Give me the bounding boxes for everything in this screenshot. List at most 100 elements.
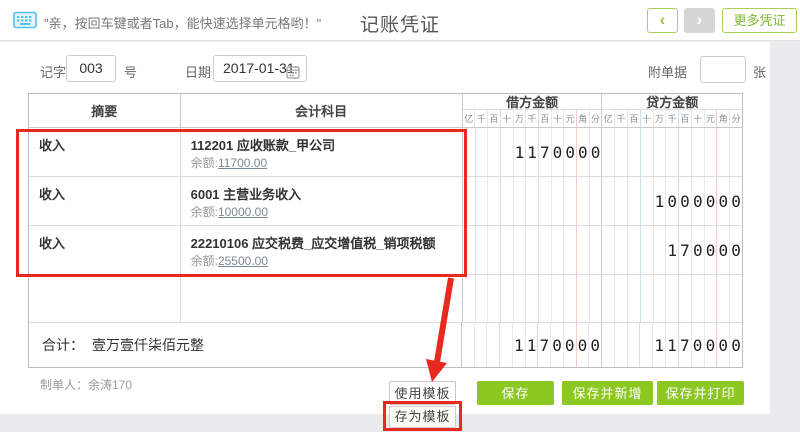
voucher-table: 摘要 会计科目 借方金额 亿千百十万千百十元角分 贷方金额 亿千百十万千百十元角… xyxy=(28,93,743,368)
next-voucher-button[interactable]: › xyxy=(684,8,715,33)
digit-cell xyxy=(730,275,742,322)
prev-voucher-button[interactable]: ‹ xyxy=(647,8,678,33)
digit-cell xyxy=(717,275,731,322)
amount-grid-credit-labels: 亿千百十万千百十元角分 xyxy=(602,110,742,127)
account-cell[interactable]: 6001 主营业务收入 余额:10000.00 xyxy=(181,177,463,225)
digit-cell xyxy=(628,226,641,274)
summary-cell[interactable]: 收入 xyxy=(29,128,181,176)
summary-cell[interactable] xyxy=(29,275,181,322)
digit-cell xyxy=(526,177,539,225)
digit-label: 亿 xyxy=(602,110,616,127)
save-and-new-button[interactable]: 保存并新增 xyxy=(562,381,653,405)
digit-cell xyxy=(615,275,628,322)
digit-cell xyxy=(602,177,616,225)
total-cell: 合计： 壹万壹仟柒佰元整 xyxy=(29,323,462,367)
digit-cell xyxy=(692,128,705,176)
digit-cell: 1 xyxy=(653,323,667,367)
use-template-button[interactable]: 使用模板 xyxy=(389,381,456,405)
digit-label: 千 xyxy=(615,110,628,127)
digit-cell: 0 xyxy=(692,226,705,274)
save-and-print-button[interactable]: 保存并打印 xyxy=(657,381,744,405)
digit-cell xyxy=(476,226,489,274)
digit-cell xyxy=(679,275,692,322)
digit-label: 十 xyxy=(501,110,514,127)
voucher-word-suffix-label: 号 xyxy=(124,65,138,80)
amount-grid-debit-row2[interactable] xyxy=(463,177,603,225)
digit-cell xyxy=(501,128,514,176)
balance-text: 余额:25500.00 xyxy=(190,254,269,268)
digit-label: 千 xyxy=(666,110,680,127)
summary-cell[interactable]: 收入 xyxy=(29,177,181,225)
save-button[interactable]: 保存 xyxy=(477,381,554,405)
account-cell[interactable]: 22210106 应交税费_应交增值税_销项税额 余额:25500.00 xyxy=(181,226,463,274)
amount-grid-debit-row3[interactable] xyxy=(463,226,603,274)
digit-cell: 1 xyxy=(654,177,667,225)
digit-label: 元 xyxy=(705,110,718,127)
digit-cell xyxy=(641,177,654,225)
digit-label: 角 xyxy=(577,110,590,127)
digit-cell xyxy=(590,177,602,225)
digit-label: 百 xyxy=(539,110,552,127)
digit-cell: 0 xyxy=(552,128,565,176)
digit-cell xyxy=(577,177,590,225)
digit-cell xyxy=(654,128,667,176)
digit-cell xyxy=(463,275,476,322)
digit-label: 元 xyxy=(564,110,577,127)
amount-grid-credit-row4[interactable] xyxy=(602,275,742,322)
digit-cell xyxy=(552,177,565,225)
attachment-count-input[interactable] xyxy=(700,56,746,83)
digit-cell: 0 xyxy=(590,142,601,162)
voucher-row-1: 收入 112201 应收账款_甲公司 余额:11700.00 1 1 7 0 0 0 0 xyxy=(29,128,742,177)
amount-grid-debit-labels: 亿千百十万千百十元角分 xyxy=(463,110,602,127)
amount-grid-credit-row1[interactable] xyxy=(602,128,742,176)
voucher-number-input[interactable]: 003 xyxy=(66,55,116,82)
digit-cell xyxy=(641,275,654,322)
attachment-label: 附单据 xyxy=(648,65,688,80)
digit-cell xyxy=(640,323,654,367)
digit-cell xyxy=(488,226,501,274)
digit-cell: 0 xyxy=(551,323,564,367)
digit-label: 十 xyxy=(692,110,705,127)
digit-cell xyxy=(552,275,565,322)
digit-cell: 0 xyxy=(731,240,741,260)
digit-cell xyxy=(615,323,628,367)
amount-grid-debit-row4[interactable] xyxy=(463,275,603,322)
date-input[interactable]: 2017-01-31 xyxy=(213,55,307,82)
voucher-row-3: 收入 22210106 应交税费_应交增值税_销项税额 余额:25500.00 1 7 0… xyxy=(29,226,742,275)
digit-cell xyxy=(526,275,539,322)
digit-cell: 7 xyxy=(679,323,692,367)
digit-cell xyxy=(602,226,616,274)
digit-cell xyxy=(488,128,501,176)
digit-cell: 1 xyxy=(514,128,527,176)
voucher-row-2: 收入 6001 主营业务收入 余额:10000.00 1 0 0 0 0 0 0 xyxy=(29,177,742,226)
digit-cell: 0 xyxy=(705,226,718,274)
digit-cell: 0 xyxy=(717,323,731,367)
digit-label: 百 xyxy=(679,110,692,127)
digit-cell xyxy=(628,128,641,176)
digit-cell xyxy=(463,177,476,225)
account-cell[interactable] xyxy=(181,275,463,322)
digit-cell xyxy=(463,128,476,176)
total-label: 合计： xyxy=(42,337,84,353)
digit-cell xyxy=(679,128,692,176)
digit-label: 分 xyxy=(731,114,741,124)
digit-label: 亿 xyxy=(463,110,476,127)
digit-cell: 0 xyxy=(564,128,578,176)
digit-cell: 1 xyxy=(526,323,539,367)
balance-value: 10000.00 xyxy=(217,205,269,219)
chevron-right-icon: › xyxy=(696,10,703,29)
calendar-icon[interactable] xyxy=(286,62,300,87)
more-vouchers-button[interactable]: 更多凭证 xyxy=(722,8,797,33)
summary-cell[interactable]: 收入 xyxy=(29,226,181,274)
digit-cell xyxy=(539,177,552,225)
account-cell[interactable]: 112201 应收账款_甲公司 余额:11700.00 xyxy=(181,128,463,176)
digit-cell: 0 xyxy=(717,226,731,274)
digit-cell: 0 xyxy=(705,323,718,367)
save-as-template-button[interactable]: 存为模板 xyxy=(389,406,456,428)
